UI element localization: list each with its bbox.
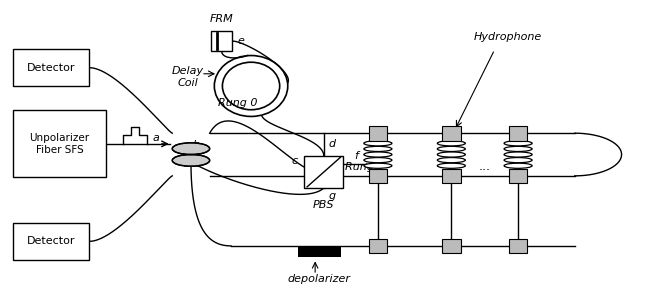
Ellipse shape	[173, 143, 209, 155]
FancyBboxPatch shape	[369, 169, 387, 183]
Text: Hydrophone: Hydrophone	[474, 32, 542, 42]
Text: PBS: PBS	[313, 200, 334, 210]
Text: Rung 1: Rung 1	[345, 162, 384, 172]
FancyBboxPatch shape	[442, 239, 461, 253]
FancyBboxPatch shape	[298, 247, 341, 257]
FancyBboxPatch shape	[369, 239, 387, 253]
Ellipse shape	[364, 146, 392, 151]
FancyBboxPatch shape	[508, 239, 527, 253]
FancyBboxPatch shape	[508, 169, 527, 183]
Text: FRM: FRM	[210, 13, 233, 24]
FancyBboxPatch shape	[211, 31, 232, 51]
Ellipse shape	[364, 141, 392, 146]
FancyBboxPatch shape	[369, 126, 387, 140]
Text: Detector: Detector	[27, 63, 76, 73]
Ellipse shape	[173, 155, 209, 166]
Ellipse shape	[364, 152, 392, 157]
FancyBboxPatch shape	[442, 169, 461, 183]
Text: b: b	[193, 140, 200, 150]
Ellipse shape	[504, 146, 532, 151]
Text: e: e	[237, 36, 245, 46]
FancyBboxPatch shape	[13, 50, 90, 86]
Text: Delay
Coil: Delay Coil	[171, 66, 203, 88]
Text: N: N	[514, 162, 522, 172]
Text: f: f	[355, 151, 359, 162]
Ellipse shape	[438, 163, 466, 168]
FancyBboxPatch shape	[508, 126, 527, 140]
Ellipse shape	[504, 152, 532, 157]
Ellipse shape	[504, 158, 532, 163]
Text: depolarizer: depolarizer	[288, 274, 351, 284]
Text: Unpolarizer
Fiber SFS: Unpolarizer Fiber SFS	[29, 133, 90, 155]
Ellipse shape	[504, 163, 532, 168]
Text: h: h	[193, 159, 200, 169]
Text: g: g	[328, 191, 335, 201]
Ellipse shape	[364, 163, 392, 168]
Text: c: c	[292, 156, 298, 166]
FancyBboxPatch shape	[13, 110, 106, 177]
FancyBboxPatch shape	[13, 223, 90, 259]
Ellipse shape	[504, 141, 532, 146]
Ellipse shape	[364, 158, 392, 163]
FancyBboxPatch shape	[304, 156, 343, 188]
Text: Rung 0: Rung 0	[217, 98, 257, 108]
Text: d: d	[328, 139, 335, 149]
Text: i: i	[184, 159, 187, 169]
Text: Detector: Detector	[27, 236, 76, 246]
Text: a: a	[152, 133, 159, 143]
Ellipse shape	[438, 146, 466, 151]
Ellipse shape	[438, 141, 466, 146]
FancyBboxPatch shape	[442, 126, 461, 140]
Ellipse shape	[438, 152, 466, 157]
Ellipse shape	[438, 158, 466, 163]
Text: ...: ...	[479, 160, 491, 173]
Text: 2: 2	[448, 162, 455, 172]
